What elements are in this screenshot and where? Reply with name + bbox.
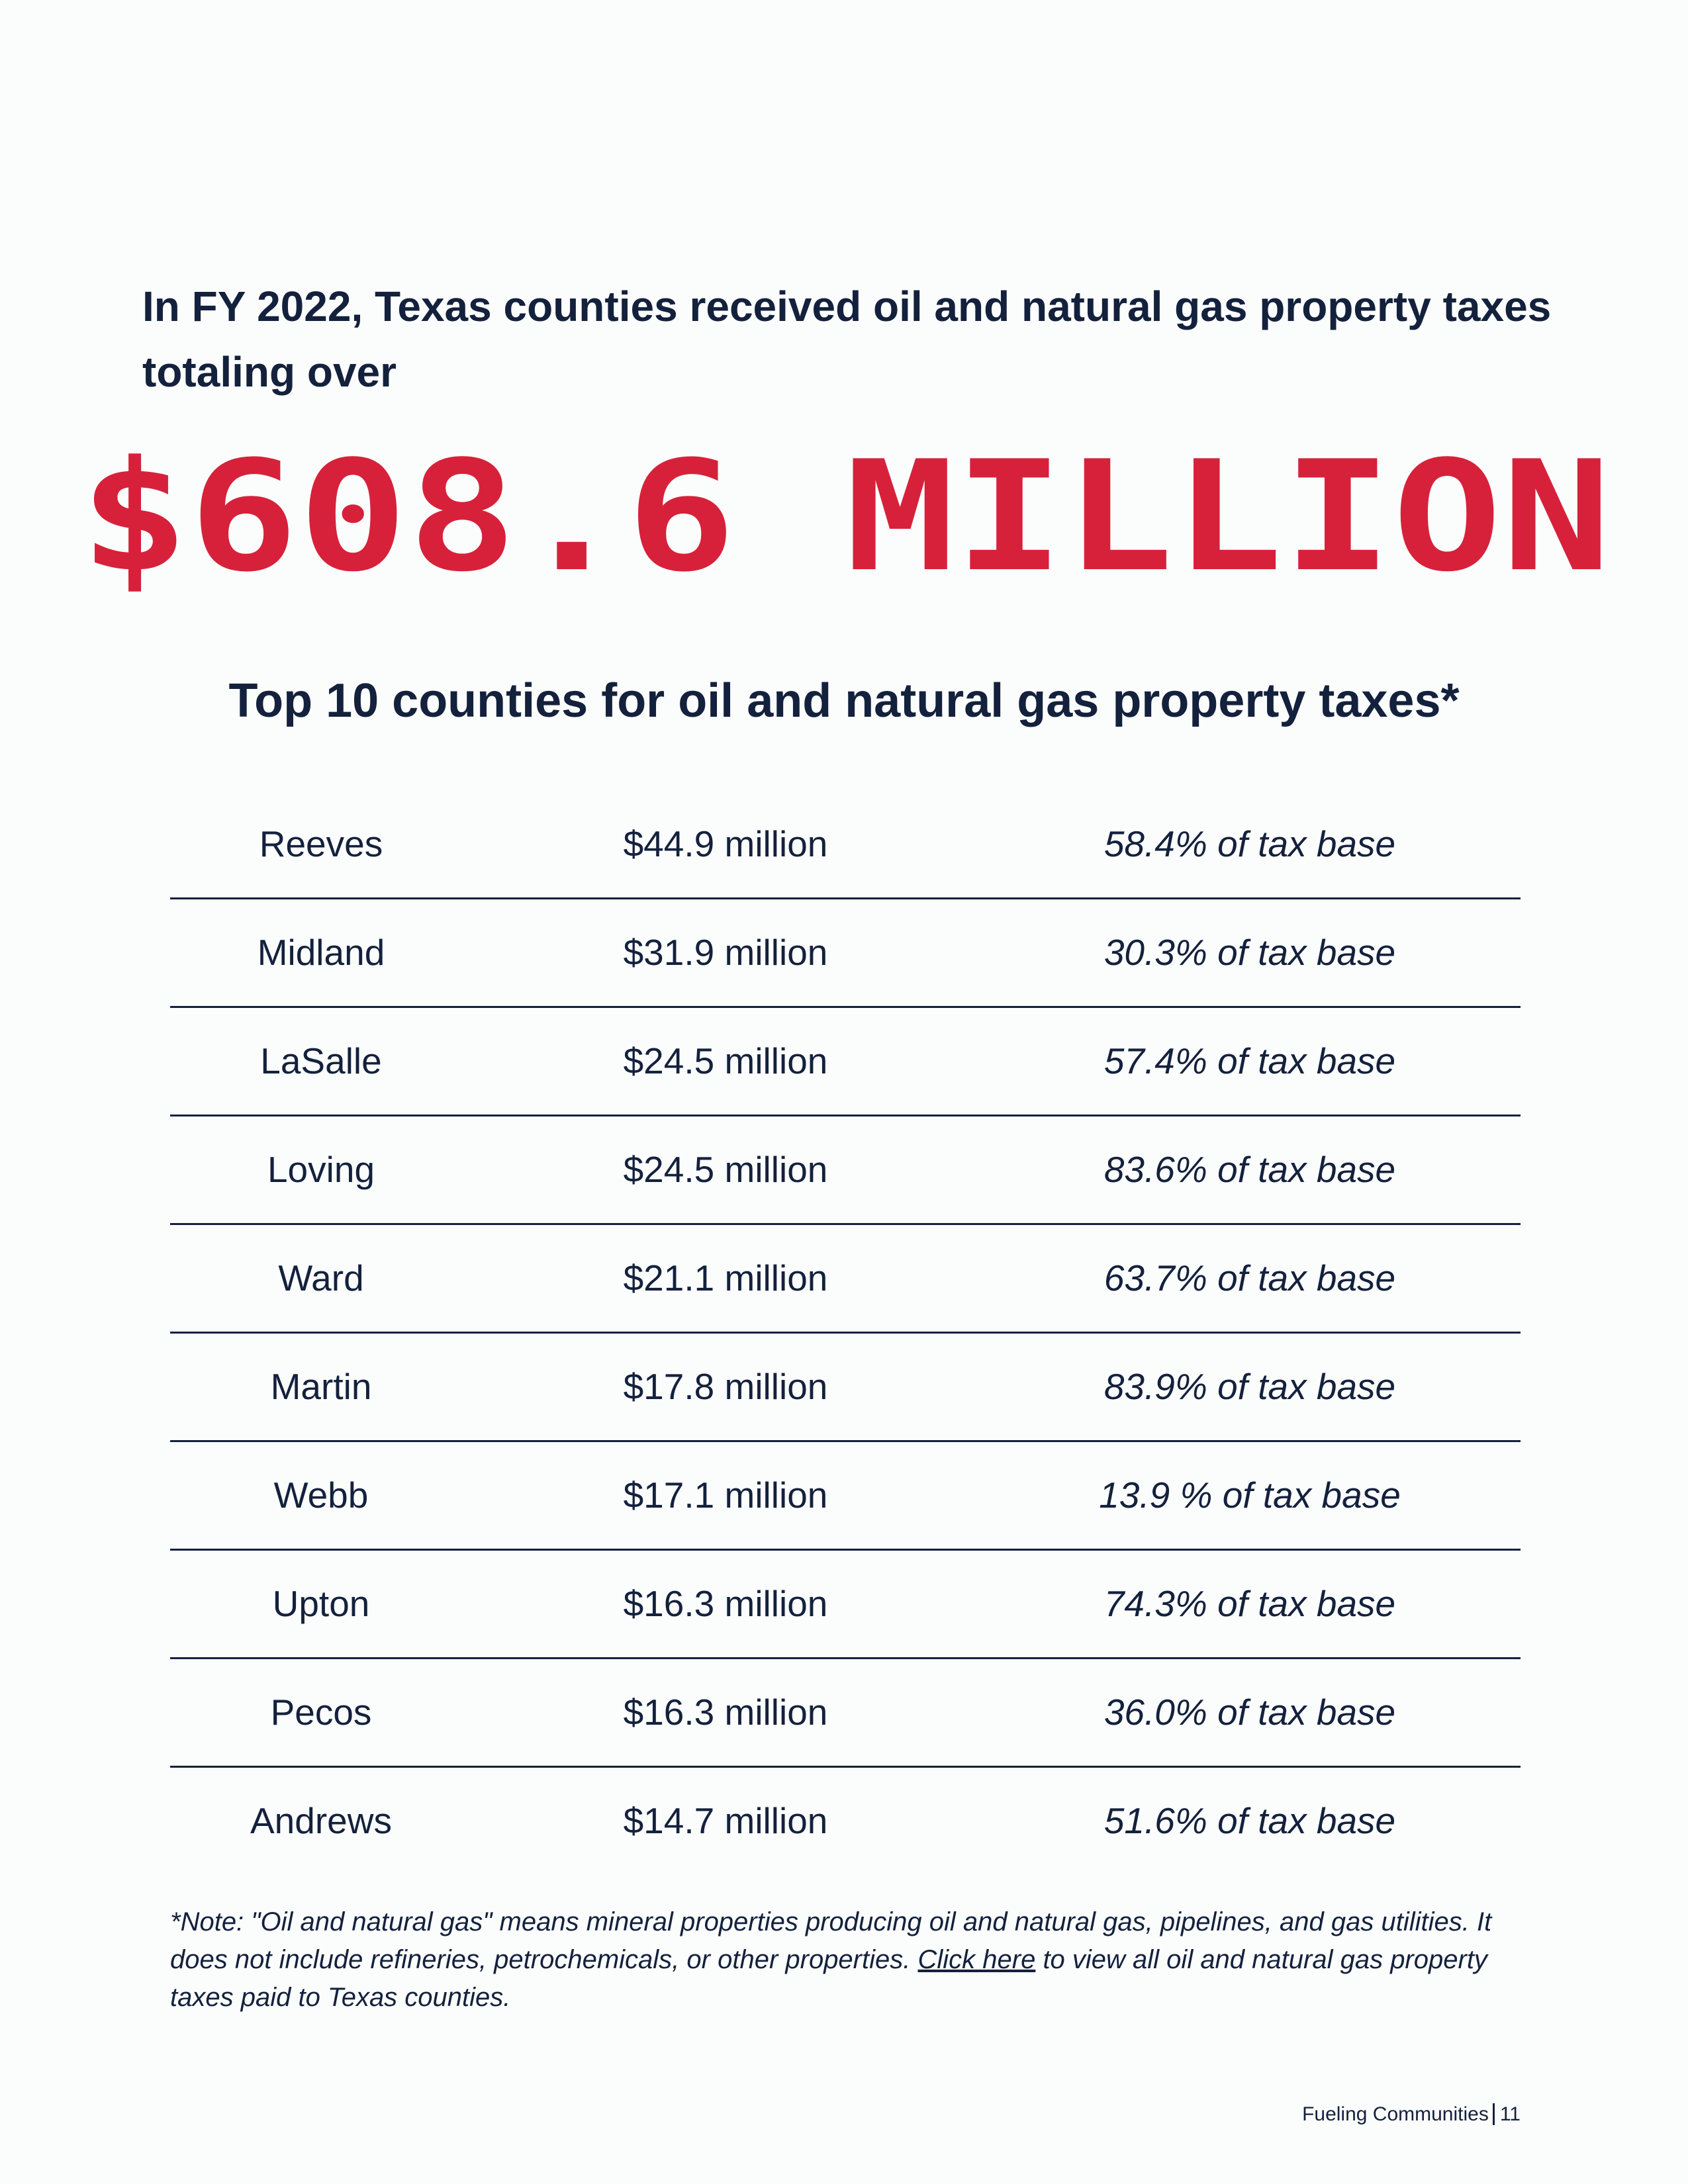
note-text: to view all oil and natural gas property…: [170, 1945, 1487, 2012]
tax-amount: $24.5 million: [623, 1040, 828, 1081]
tax-base-share: 63.7% of tax base: [1103, 1257, 1396, 1298]
note-text: *Note: "Oil and natural gas" means miner…: [170, 1907, 1492, 1974]
county: Ward: [278, 1257, 364, 1298]
tax-amount: $16.3 million: [623, 1583, 828, 1624]
table-row: Midland $31.9 million 30.3% of tax base: [170, 899, 1521, 1008]
amount-banner: $608.6 MILLION: [79, 429, 1611, 596]
tax-amount: $21.1 million: [623, 1257, 828, 1298]
tax-base-share: 83.6% of tax base: [1103, 1149, 1396, 1190]
amount: $608.6 MILLION: [79, 429, 1611, 596]
tax-amount: $31.9 million: [623, 932, 828, 973]
tax-base-share: 36.0% of tax base: [1103, 1692, 1396, 1733]
county: Upton: [272, 1583, 370, 1624]
tax-amount: $17.1 million: [623, 1475, 828, 1516]
intro-heading: In FY 2022, Texas counties received oil …: [142, 283, 1552, 396]
table-row: Webb $17.1 million 13.9 % of tax base: [170, 1442, 1521, 1551]
county: Martin: [270, 1366, 372, 1407]
tax-amount: $14.7 million: [623, 1800, 828, 1841]
county: Loving: [267, 1149, 375, 1190]
county: Webb: [273, 1475, 369, 1516]
county: Andrews: [250, 1800, 392, 1841]
table-row: Upton $16.3 million 74.3% of tax base: [170, 1551, 1521, 1659]
tax-base-share: 83.9% of tax base: [1103, 1366, 1396, 1407]
note-link[interactable]: Click here: [917, 1945, 1036, 1974]
note: *Note: "Oil and natural gas" means miner…: [170, 1903, 1527, 2017]
county: Pecos: [270, 1692, 372, 1733]
table-row: Andrews $14.7 million 51.6% of tax base: [170, 1768, 1521, 1876]
footer: Fueling Communities 11: [1302, 2103, 1521, 2126]
table-title: Top 10 counties for oil and natural gas …: [228, 674, 1460, 727]
tax-base-share: 51.6% of tax base: [1103, 1800, 1396, 1841]
tax-amount: $16.3 million: [623, 1692, 828, 1733]
tax-base-share: 13.9 % of tax base: [1099, 1475, 1401, 1516]
tax-amount: $17.8 million: [623, 1366, 828, 1407]
table-row: Reeves $44.9 million 58.4% of tax base: [170, 791, 1521, 899]
table-row: Loving $24.5 million 83.6% of tax base: [170, 1116, 1521, 1225]
table-row: Martin $17.8 million 83.9% of tax base: [170, 1334, 1521, 1442]
county: Reeves: [259, 823, 383, 864]
tax-base-share: 58.4% of tax base: [1103, 823, 1396, 864]
county-table: Reeves $44.9 million 58.4% of tax base Midl…: [170, 791, 1521, 1876]
table-row: Ward $21.1 million 63.7% of tax base: [170, 1225, 1521, 1334]
tax-amount: $44.9 million: [623, 823, 828, 864]
tax-base-share: 57.4% of tax base: [1103, 1040, 1396, 1081]
table-row: LaSalle $24.5 million 57.4% of tax base: [170, 1008, 1521, 1116]
tax-base-share: 30.3% of tax base: [1103, 932, 1396, 973]
page-number: 11: [1492, 2103, 1521, 2125]
county: LaSalle: [260, 1040, 382, 1081]
footer-label: Fueling Communities: [1302, 2103, 1489, 2125]
table-row: Pecos $16.3 million 36.0% of tax base: [170, 1659, 1521, 1768]
county: Midland: [257, 932, 385, 973]
tax-amount: $24.5 million: [623, 1149, 828, 1190]
tax-base-share: 74.3% of tax base: [1103, 1583, 1396, 1624]
